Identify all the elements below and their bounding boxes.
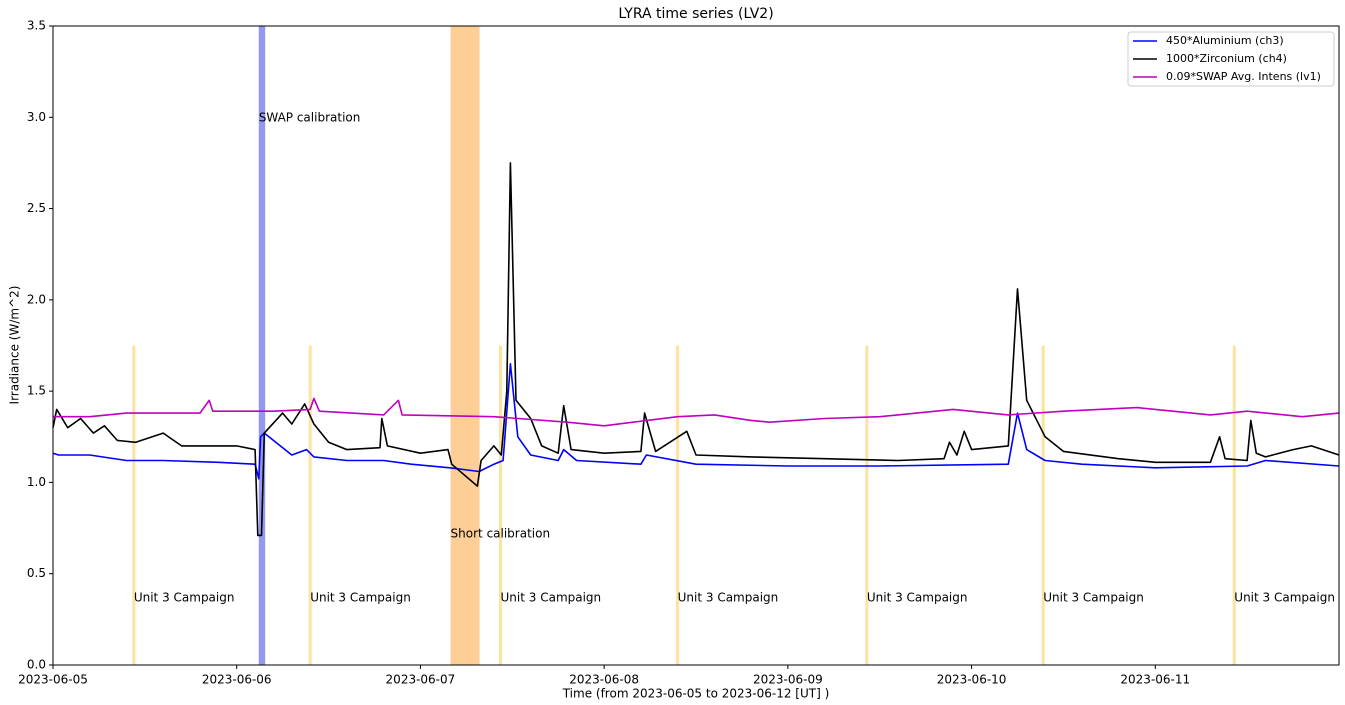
campaign-span: [308, 345, 312, 665]
y-tick-label: 3.5: [27, 19, 46, 33]
x-tick-label: 2023-06-10: [937, 673, 1007, 687]
series-line: [53, 397, 1340, 427]
x-tick-label: 2023-06-07: [386, 673, 456, 687]
y-axis-label: Irradiance (W/m^2): [8, 286, 22, 405]
x-tick-label: 2023-06-08: [569, 673, 639, 687]
campaign-label: Unit 3 Campaign: [678, 591, 779, 605]
campaign-span: [1232, 345, 1236, 665]
campaign-span: [865, 345, 869, 665]
legend-label: 1000*Zirconium (ch4): [1166, 52, 1287, 65]
plot-frame: [52, 25, 1340, 666]
campaign-span: [499, 345, 503, 665]
campaign-label: Unit 3 Campaign: [310, 591, 411, 605]
legend-box: [1127, 31, 1335, 87]
campaign-label: Unit 3 Campaign: [1234, 591, 1335, 605]
calibration-span: [258, 26, 266, 665]
campaign-label: Unit 3 Campaign: [1043, 591, 1144, 605]
campaign-span: [676, 345, 680, 665]
y-tick-label: 1.0: [27, 475, 46, 489]
calibration-span: [450, 26, 480, 665]
span-label: SWAP calibration: [259, 111, 361, 125]
campaign-label: Unit 3 Campaign: [134, 591, 235, 605]
series-line: [52, 162, 1340, 537]
campaign-label: Unit 3 Campaign: [867, 591, 968, 605]
x-tick-label: 2023-06-09: [753, 673, 823, 687]
x-tick-label: 2023-06-11: [1120, 673, 1190, 687]
chart-title: LYRA time series (LV2): [618, 6, 773, 22]
y-tick-label: 1.5: [27, 384, 46, 398]
legend-label: 0.09*SWAP Avg. Intens (lv1): [1166, 70, 1321, 83]
campaign-span: [1041, 345, 1045, 665]
x-tick-label: 2023-06-05: [18, 673, 88, 687]
x-tick-label: 2023-06-06: [202, 673, 272, 687]
y-tick-label: 3.0: [27, 110, 46, 124]
y-tick-label: 0.5: [27, 566, 46, 580]
span-label: Short calibration: [451, 527, 551, 541]
y-tick-label: 2.0: [27, 292, 46, 306]
y-tick-label: 2.5: [27, 201, 46, 215]
x-axis-label: Time (from 2023-06-05 to 2023-06-12 [UT]…: [562, 687, 830, 701]
series-line: [52, 363, 1340, 480]
y-tick-label: 0.0: [27, 658, 46, 672]
campaign-label: Unit 3 Campaign: [501, 591, 602, 605]
legend: 450*Aluminium (ch3) 1000*Zirconium (ch4) 0…: [1127, 31, 1335, 87]
campaign-span: [132, 345, 136, 665]
legend-label: 450*Aluminium (ch3): [1166, 34, 1284, 47]
